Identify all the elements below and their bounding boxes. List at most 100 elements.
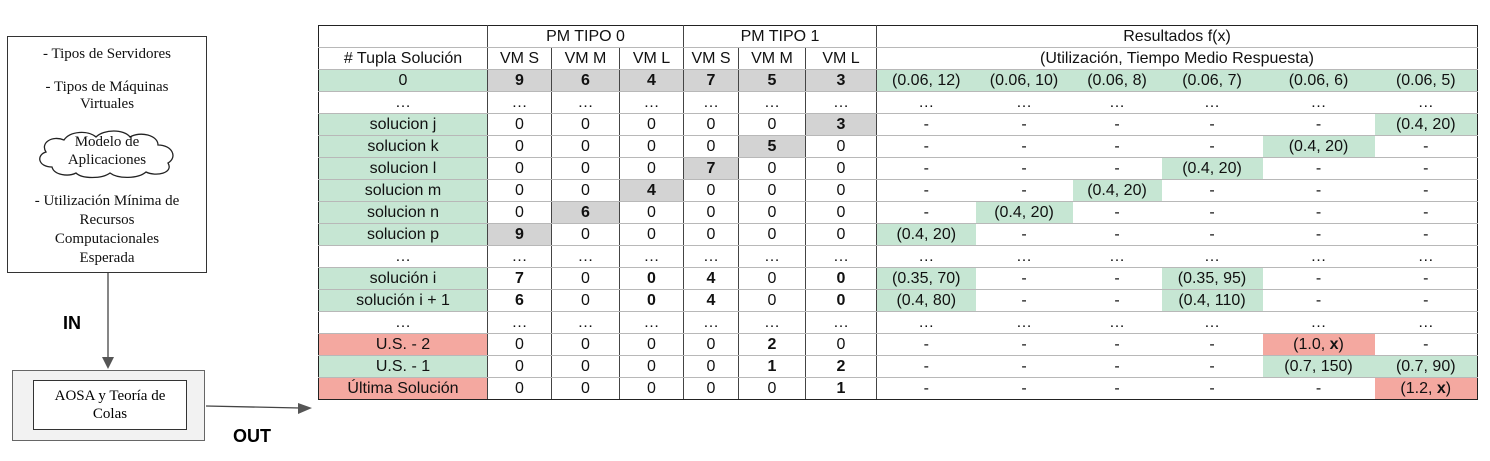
result-prefix: (1.2, bbox=[1400, 379, 1437, 397]
table-row: Última Solución 0 0 0 0 0 1- - - - - (1.2, x) bbox=[318, 377, 1478, 400]
row-label: solucion j bbox=[318, 113, 488, 136]
table-row: 0 9 6 4 7 5 3 (0.06, 12) (0.06, 10) (0.06, 8) (0.0… bbox=[318, 69, 1478, 92]
result-cell: - bbox=[1161, 179, 1263, 202]
vm-cell: 0 bbox=[683, 333, 739, 356]
vm-cell: 3 bbox=[805, 69, 877, 92]
vm-cell: 0 bbox=[805, 157, 877, 180]
vm-cell: … bbox=[619, 311, 684, 334]
result-cell: … bbox=[876, 245, 976, 268]
result-cell: - bbox=[1072, 223, 1162, 246]
vm-cell: 0 bbox=[683, 355, 739, 378]
table-row: solución i + 1 6 0 0 4 0 0 (0.4, 80) - - (0.4, 110… bbox=[318, 289, 1478, 312]
result-cell: … bbox=[975, 91, 1073, 114]
result-cell: - bbox=[975, 135, 1073, 158]
result-cell: - bbox=[1262, 289, 1375, 312]
result-close-paren: ) bbox=[1338, 335, 1344, 353]
result-cell: - bbox=[876, 377, 976, 400]
vm-cell: 0 bbox=[551, 289, 620, 312]
vm-cell: … bbox=[683, 311, 739, 334]
vm-cell: … bbox=[619, 245, 684, 268]
vm-cell: 9 bbox=[487, 223, 552, 246]
cloud-label-line1: Modelo de bbox=[74, 134, 140, 150]
row-label: U.S. - 1 bbox=[318, 355, 488, 378]
vm-cell: 0 bbox=[738, 223, 806, 246]
result-cell: - bbox=[1262, 157, 1375, 180]
row-label: solucion m bbox=[318, 179, 488, 202]
vm-cell: … bbox=[683, 91, 739, 114]
vm-cell: 7 bbox=[683, 69, 739, 92]
result-cell: … bbox=[1161, 311, 1263, 334]
vm-cell: 0 bbox=[805, 201, 877, 224]
result-cell: (0.06, 10) bbox=[975, 69, 1073, 92]
result-cell: - bbox=[1374, 289, 1478, 312]
vm-cell: 9 bbox=[487, 69, 552, 92]
header-vm-1: VM M bbox=[551, 47, 620, 70]
result-cell: (0.06, 12) bbox=[876, 69, 976, 92]
result-cell: - bbox=[876, 135, 976, 158]
result-cell: - bbox=[876, 333, 976, 356]
result-cell: - bbox=[975, 157, 1073, 180]
result-prefix: (1.0, bbox=[1293, 335, 1330, 353]
result-cell: - bbox=[1161, 333, 1263, 356]
header-results: Resultados f(x) bbox=[876, 25, 1478, 48]
result-close-paren: ) bbox=[1445, 379, 1452, 397]
input-min-util: - Utilización Mínima de bbox=[34, 193, 180, 209]
result-cell: - bbox=[1161, 223, 1263, 246]
vm-cell: 4 bbox=[683, 267, 739, 290]
result-cell: (0.06, 8) bbox=[1072, 69, 1162, 92]
vm-cell: 0 bbox=[551, 223, 620, 246]
result-cell: - bbox=[975, 113, 1073, 136]
vm-cell: 0 bbox=[738, 377, 806, 400]
result-cell: (0.4, 20) bbox=[876, 223, 976, 246]
vm-cell: 3 bbox=[805, 113, 877, 136]
result-cell: - bbox=[975, 377, 1073, 400]
vm-cell: … bbox=[738, 91, 806, 114]
result-cell: - bbox=[1161, 355, 1263, 378]
result-cell: (0.06, 5) bbox=[1374, 69, 1478, 92]
result-cell: (1.2, x) bbox=[1374, 377, 1478, 400]
vm-cell: 1 bbox=[738, 355, 806, 378]
table-row: solucion l 0 0 0 7 0 0- - - (0.4, 20) - - bbox=[318, 157, 1478, 180]
vm-cell: … bbox=[805, 311, 877, 334]
result-cell: (0.35, 70) bbox=[876, 267, 976, 290]
vm-cell: 6 bbox=[551, 201, 620, 224]
result-cell: - bbox=[876, 113, 976, 136]
vm-cell: 0 bbox=[619, 135, 684, 158]
input-servers: - Tipos de Servidores bbox=[43, 46, 171, 62]
vm-cell: 2 bbox=[805, 355, 877, 378]
process-box: AOSA y Teoría de Colas bbox=[33, 380, 187, 430]
input-min-util-3: Computacionales bbox=[54, 231, 160, 247]
vm-cell: … bbox=[487, 91, 552, 114]
result-cell: - bbox=[1161, 113, 1263, 136]
vm-cell: 0 bbox=[487, 135, 552, 158]
table-row: solucion j 0 0 0 0 0 3- - - - - (0.4, 20) bbox=[318, 113, 1478, 136]
vm-cell: 0 bbox=[683, 223, 739, 246]
vm-cell: 0 bbox=[619, 113, 684, 136]
vm-cell: 0 bbox=[487, 179, 552, 202]
vm-cell: 0 bbox=[551, 157, 620, 180]
in-label: IN bbox=[63, 313, 81, 333]
result-cell: … bbox=[975, 311, 1073, 334]
vm-cell: … bbox=[738, 311, 806, 334]
input-vm-types: - Tipos de Máquinas bbox=[45, 79, 169, 95]
result-cell: … bbox=[1374, 245, 1478, 268]
out-label: OUT bbox=[233, 426, 271, 446]
result-cell: (0.4, 20) bbox=[1161, 157, 1263, 180]
result-cell: … bbox=[1161, 245, 1263, 268]
result-x-symbol: x bbox=[1436, 379, 1446, 397]
vm-cell: 2 bbox=[738, 333, 806, 356]
vm-cell: 7 bbox=[683, 157, 739, 180]
vm-cell: 0 bbox=[619, 377, 684, 400]
result-cell: (0.06, 6) bbox=[1262, 69, 1375, 92]
row-label: U.S. - 2 bbox=[318, 333, 488, 356]
header-pm-tipo-1: PM TIPO 1 bbox=[683, 25, 877, 48]
table-row: solución i 7 0 0 4 0 0 (0.35, 70) - - (0.35, 95) - - bbox=[318, 267, 1478, 290]
header-vm-4: VM M bbox=[738, 47, 806, 70]
vm-cell: 0 bbox=[551, 113, 620, 136]
out-arrow-line bbox=[205, 405, 301, 409]
result-cell: - bbox=[1161, 201, 1263, 224]
cloud-shape bbox=[39, 130, 174, 179]
process-line1: AOSA y Teoría de bbox=[54, 388, 166, 404]
vm-cell: … bbox=[551, 311, 620, 334]
result-cell: - bbox=[1262, 113, 1375, 136]
